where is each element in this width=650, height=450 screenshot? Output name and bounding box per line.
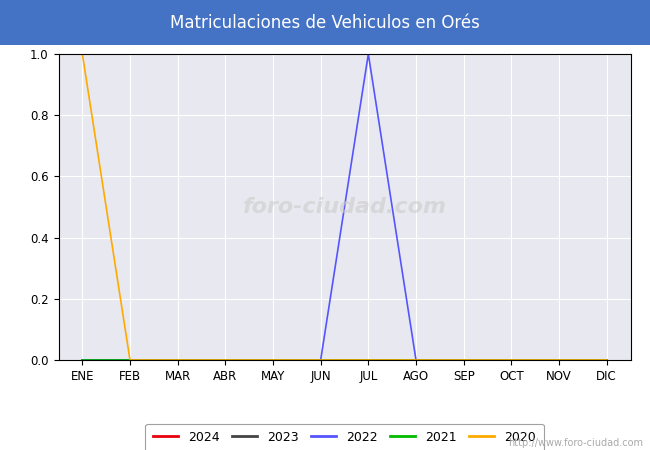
2022	[79, 357, 86, 363]
2023	[222, 357, 229, 363]
2022	[603, 357, 610, 363]
Legend: 2024, 2023, 2022, 2021, 2020: 2024, 2023, 2022, 2021, 2020	[146, 423, 543, 450]
2022	[555, 357, 563, 363]
2023	[317, 357, 324, 363]
2021	[174, 357, 181, 363]
2023	[126, 357, 134, 363]
2022	[460, 357, 467, 363]
2020	[317, 357, 324, 363]
2023	[79, 357, 86, 363]
2024	[412, 357, 420, 363]
2021	[555, 357, 563, 363]
2021	[365, 357, 372, 363]
2024	[508, 357, 515, 363]
2024	[317, 357, 324, 363]
2024	[269, 357, 277, 363]
2020	[174, 357, 181, 363]
2022	[508, 357, 515, 363]
2022	[126, 357, 134, 363]
2023	[555, 357, 563, 363]
2021	[603, 357, 610, 363]
2022	[365, 51, 372, 57]
2020	[269, 357, 277, 363]
2023	[603, 357, 610, 363]
2021	[222, 357, 229, 363]
2023	[508, 357, 515, 363]
2021	[269, 357, 277, 363]
2024	[79, 357, 86, 363]
Line: 2022: 2022	[83, 54, 606, 360]
2021	[412, 357, 420, 363]
Text: Matriculaciones de Vehiculos en Orés: Matriculaciones de Vehiculos en Orés	[170, 14, 480, 32]
2021	[317, 357, 324, 363]
2024	[174, 357, 181, 363]
2022	[317, 357, 324, 363]
2020	[460, 357, 467, 363]
2022	[269, 357, 277, 363]
2024	[460, 357, 467, 363]
2020	[365, 357, 372, 363]
2024	[603, 357, 610, 363]
Text: http://www.foro-ciudad.com: http://www.foro-ciudad.com	[508, 438, 644, 448]
2020	[222, 357, 229, 363]
2020	[412, 357, 420, 363]
2021	[79, 357, 86, 363]
2020	[555, 357, 563, 363]
Text: foro-ciudad.com: foro-ciudad.com	[242, 197, 447, 217]
2022	[222, 357, 229, 363]
2022	[412, 357, 420, 363]
2024	[365, 357, 372, 363]
2020	[508, 357, 515, 363]
Line: 2020: 2020	[83, 54, 606, 360]
2020	[126, 357, 134, 363]
2023	[365, 357, 372, 363]
2021	[508, 357, 515, 363]
2023	[269, 357, 277, 363]
2024	[126, 357, 134, 363]
2022	[174, 357, 181, 363]
2020	[79, 51, 86, 57]
2020	[603, 357, 610, 363]
2024	[222, 357, 229, 363]
2021	[460, 357, 467, 363]
2021	[126, 357, 134, 363]
2024	[555, 357, 563, 363]
2023	[412, 357, 420, 363]
2023	[174, 357, 181, 363]
2023	[460, 357, 467, 363]
